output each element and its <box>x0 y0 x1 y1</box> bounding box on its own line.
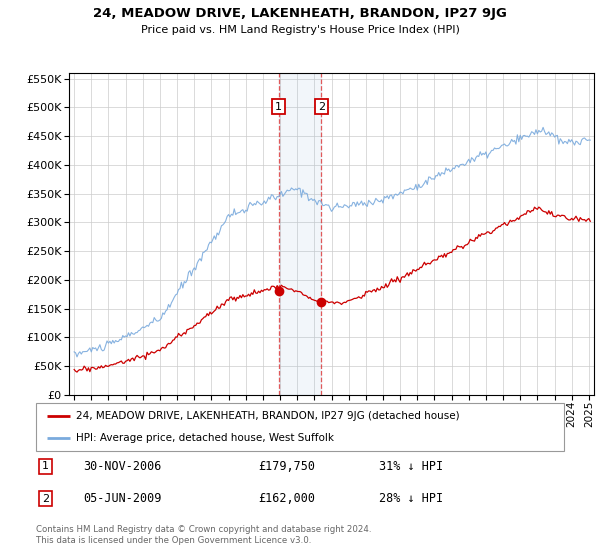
FancyBboxPatch shape <box>36 403 564 451</box>
Text: 24, MEADOW DRIVE, LAKENHEATH, BRANDON, IP27 9JG (detached house): 24, MEADOW DRIVE, LAKENHEATH, BRANDON, I… <box>76 411 459 421</box>
Text: 1: 1 <box>275 101 282 111</box>
Text: 1: 1 <box>42 461 49 472</box>
Text: 31% ↓ HPI: 31% ↓ HPI <box>379 460 443 473</box>
Text: 05-JUN-2009: 05-JUN-2009 <box>83 492 162 505</box>
Bar <box>278 73 322 395</box>
Text: Price paid vs. HM Land Registry's House Price Index (HPI): Price paid vs. HM Land Registry's House … <box>140 25 460 35</box>
Text: Contains HM Land Registry data © Crown copyright and database right 2024.
This d: Contains HM Land Registry data © Crown c… <box>36 525 371 545</box>
Text: 28% ↓ HPI: 28% ↓ HPI <box>379 492 443 505</box>
Text: 2: 2 <box>318 101 325 111</box>
Text: 2: 2 <box>42 494 49 503</box>
Text: £179,750: £179,750 <box>258 460 315 473</box>
Text: £162,000: £162,000 <box>258 492 315 505</box>
Text: HPI: Average price, detached house, West Suffolk: HPI: Average price, detached house, West… <box>76 433 334 443</box>
Text: 24, MEADOW DRIVE, LAKENHEATH, BRANDON, IP27 9JG: 24, MEADOW DRIVE, LAKENHEATH, BRANDON, I… <box>93 7 507 20</box>
Text: 30-NOV-2006: 30-NOV-2006 <box>83 460 162 473</box>
